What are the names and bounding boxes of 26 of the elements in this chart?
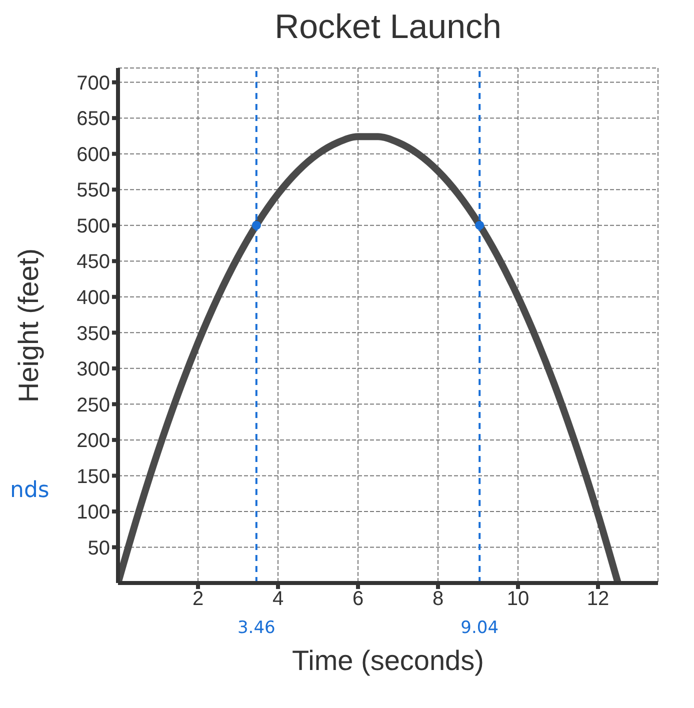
x-tick-label: 6 [352, 588, 364, 610]
y-tick-label: 50 [88, 537, 110, 560]
y-tick-label: 700 [76, 72, 110, 94]
y-tick-label: 500 [76, 215, 110, 238]
ref-line-label: 3.46 [237, 618, 276, 638]
y-tick-label: 300 [76, 358, 110, 381]
x-tick-label: 8 [432, 588, 444, 610]
y-tick-label: 400 [76, 286, 110, 309]
y-tick-label: 450 [76, 251, 110, 274]
y-tick-label: 250 [76, 394, 110, 416]
y-tick-label: 650 [76, 108, 110, 130]
x-tick-label: 10 [506, 588, 530, 610]
y-tick-label: 550 [76, 180, 110, 202]
text: nds [10, 478, 50, 503]
y-axis-title: Height (feet) [12, 248, 44, 403]
x-axis-title: Time (seconds) [292, 645, 484, 676]
x-tick-label: 4 [272, 588, 284, 610]
y-tick-label: 600 [76, 144, 110, 166]
y-tick-label: 100 [76, 502, 110, 524]
ref-line-label: 9.04 [460, 618, 499, 638]
x-tick-label: 12 [586, 588, 610, 610]
x-tick-label: 2 [192, 588, 204, 610]
y-tick-label: 350 [76, 322, 110, 345]
chart-title: Rocket Launch [274, 8, 502, 48]
y-tick-label: 200 [76, 430, 110, 452]
y-tick-label: 150 [76, 466, 110, 488]
